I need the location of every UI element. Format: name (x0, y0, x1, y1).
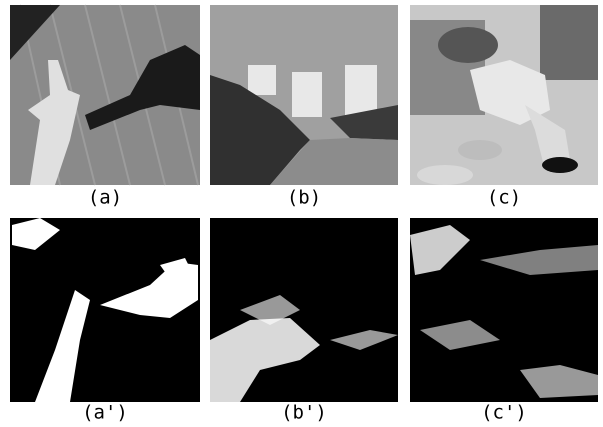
panel-label: (b') (281, 402, 327, 424)
panel-label: (a') (82, 402, 128, 424)
page: (a) (b) (c) (a') (b') (c') (() => { cons… (0, 0, 603, 427)
panel-label: (c) (487, 187, 521, 209)
figure: (a) (b) (c) (a') (b') (c') (0, 0, 603, 427)
photo-c (410, 5, 598, 185)
photo-a (10, 5, 200, 185)
binary-a (10, 218, 200, 402)
panel-label: (c') (481, 402, 527, 424)
panel-label: (a) (88, 187, 122, 209)
panel-label: (b) (287, 187, 321, 209)
binary-b (210, 218, 398, 402)
binary-c (410, 218, 598, 402)
photo-b (210, 5, 398, 185)
